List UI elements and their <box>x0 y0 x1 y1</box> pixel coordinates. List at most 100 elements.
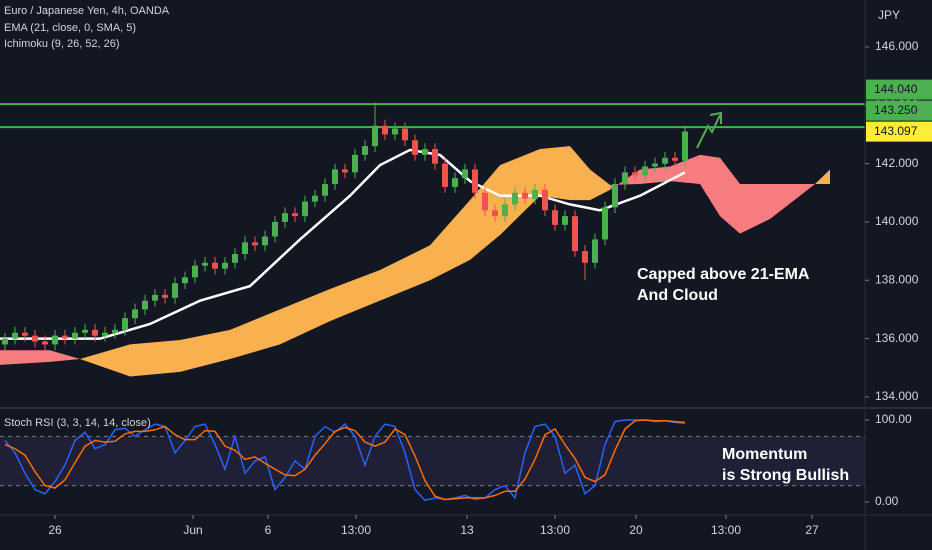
candle-body <box>312 195 318 202</box>
candle-body <box>202 262 208 266</box>
candle-body <box>152 294 158 301</box>
rsi-band <box>0 436 865 486</box>
x-tick-label: 13:00 <box>711 523 741 537</box>
candle-body <box>632 172 638 176</box>
candle-body <box>52 335 58 345</box>
annotation: Momentum <box>722 446 807 463</box>
candle-body <box>582 251 588 263</box>
candle-body <box>592 239 598 263</box>
candle-body <box>532 189 538 199</box>
candle-body <box>542 189 548 211</box>
cloud-segment <box>230 309 280 360</box>
x-tick-label: Jun <box>183 523 202 537</box>
x-tick-label: 26 <box>48 523 62 537</box>
cloud-segment <box>430 200 470 281</box>
candle-body <box>452 178 458 187</box>
candle-body <box>12 332 18 339</box>
cloud-segment <box>570 146 590 201</box>
candle-body <box>42 341 48 345</box>
x-tick-label: 27 <box>805 523 819 537</box>
y-tick-label: 146.000 <box>875 39 919 53</box>
annotation: And Cloud <box>637 287 718 304</box>
cloud-segment <box>540 146 570 201</box>
candle-body <box>142 300 148 310</box>
candle-body <box>322 184 328 196</box>
study-label: EMA (21, close, 0, SMA, 5) <box>4 22 136 34</box>
currency-label: JPY <box>878 8 900 22</box>
candle-body <box>362 146 368 155</box>
stoch-line <box>4 419 686 501</box>
x-tick-label: 20 <box>629 523 643 537</box>
x-tick-label: 13 <box>460 523 474 537</box>
candle-body <box>602 207 608 240</box>
candle-body <box>82 329 88 333</box>
candle-body <box>552 210 558 225</box>
candle-body <box>62 335 68 339</box>
candle-body <box>522 192 528 199</box>
y-tick-label: 134.000 <box>875 389 919 403</box>
cloud-segment <box>80 344 130 377</box>
candle-body <box>442 163 448 187</box>
price-label-box <box>866 79 932 100</box>
price-label: 143.250 <box>874 103 918 117</box>
candle-body <box>382 125 388 135</box>
candle-body <box>372 125 378 147</box>
candle-body <box>162 294 168 298</box>
candle-body <box>422 149 428 155</box>
candle-body <box>242 242 248 255</box>
plot-layer <box>0 102 865 502</box>
price-label-box <box>866 121 932 142</box>
candle-body <box>122 318 128 330</box>
x-tick-label: 13:00 <box>341 523 371 537</box>
candle-body <box>102 332 108 336</box>
cloud-segment <box>0 350 50 365</box>
y-tick-label: 142.000 <box>875 156 919 170</box>
x-tick-label: 13:00 <box>540 523 570 537</box>
candle-body <box>342 169 348 173</box>
candle-body <box>72 332 78 339</box>
cloud-segment <box>330 270 380 322</box>
price-label: 144.040 <box>874 82 918 96</box>
candle-body <box>462 169 468 179</box>
cloud-segment <box>50 350 80 362</box>
cloud-segment <box>380 245 430 301</box>
candle-body <box>642 166 648 176</box>
ema-line <box>0 148 686 340</box>
candle-body <box>402 128 408 141</box>
cloud-segment <box>590 169 610 201</box>
x-tick-label: 6 <box>265 523 272 537</box>
candle-body <box>222 262 228 269</box>
candle-body <box>562 216 568 225</box>
candle-body <box>572 216 578 252</box>
cloud-segment <box>500 149 540 236</box>
candle-body <box>2 338 8 345</box>
candle-body <box>262 236 268 246</box>
study-label: Stoch RSI (3, 3, 14, 14, close) <box>4 417 151 429</box>
cloud-segment <box>280 289 330 345</box>
price-label: 143.097 <box>874 124 918 138</box>
candle-body <box>292 213 298 217</box>
candle-body <box>662 157 668 164</box>
y-tick-label: 138.000 <box>875 272 919 286</box>
price-label-box <box>866 100 932 121</box>
arrow <box>696 114 721 149</box>
cloud-segment <box>700 154 720 217</box>
candle-body <box>282 213 288 222</box>
y-tick-label: 100.00 <box>875 412 912 426</box>
candle-body <box>472 169 478 193</box>
candle-body <box>482 192 488 211</box>
candle-body <box>112 329 118 333</box>
candle-body <box>612 184 618 208</box>
candle-body <box>432 149 438 164</box>
candle-body <box>622 172 628 185</box>
y-tick-label: 140.000 <box>875 214 919 228</box>
candle-body <box>182 277 188 284</box>
study-label: Ichimoku (9, 26, 52, 26) <box>4 38 120 50</box>
cloud-segment <box>800 184 815 196</box>
annotation: is Strong Bullish <box>722 467 849 484</box>
candle-body <box>132 309 138 319</box>
candle-body <box>192 265 198 278</box>
candle-body <box>22 332 28 336</box>
